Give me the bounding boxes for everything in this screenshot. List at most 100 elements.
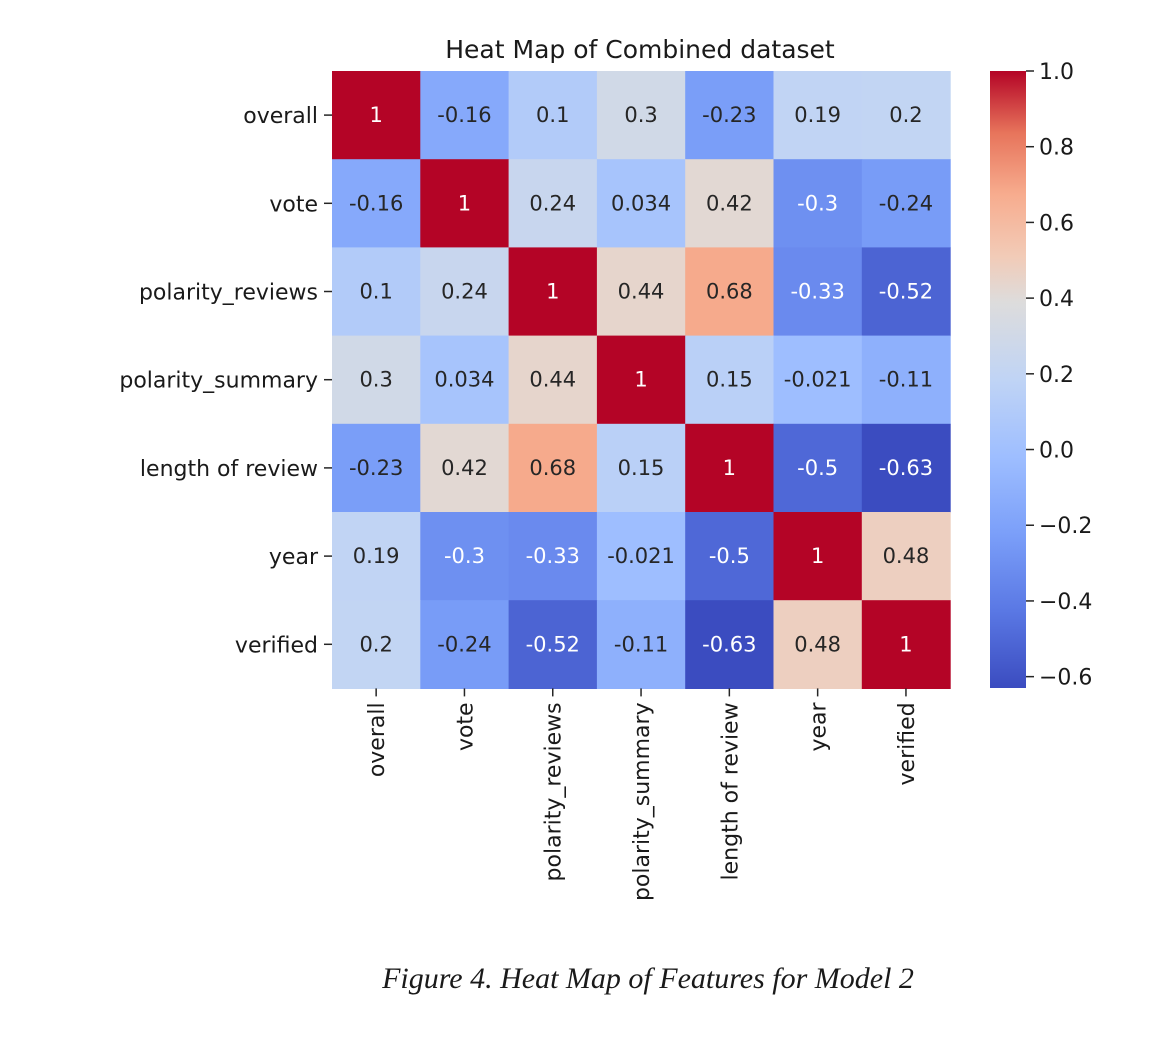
row-label: year (269, 545, 319, 570)
heatmap-cell (596, 71, 686, 160)
heatmap-cell (596, 423, 686, 513)
column-label: verified (895, 702, 920, 785)
cell-value-label: -0.16 (349, 191, 403, 215)
cell-value-label: -0.33 (526, 544, 580, 568)
cell-value-label: 0.24 (441, 280, 488, 304)
colorbar-tick-label: 0.8 (1039, 136, 1074, 161)
cell-value-label: 0.68 (706, 280, 753, 304)
heatmap-cell (773, 600, 863, 689)
cell-value-label: 0.1 (536, 103, 569, 127)
cell-value-label: -0.021 (607, 544, 675, 568)
cell-value-label: -0.23 (702, 103, 756, 127)
heatmap-cell (773, 512, 863, 601)
row-label: vote (269, 192, 318, 217)
colorbar-tick-label: 0.6 (1039, 211, 1074, 236)
heatmap-cell (332, 423, 421, 513)
heatmap-cell (773, 423, 863, 513)
cell-value-label: 0.2 (359, 632, 392, 656)
cell-value-label: -0.52 (526, 632, 580, 656)
heatmap-cell (332, 600, 421, 689)
heatmap-cell (861, 247, 951, 337)
column-labels: overall vote polarity_reviews polarity_summ… (365, 688, 920, 901)
heatmap-cell (685, 600, 775, 689)
cell-value-label: 1 (811, 544, 824, 568)
colorbar-tick-label: 0.0 (1039, 439, 1074, 464)
colorbar-gradient (990, 71, 1026, 688)
cell-value-label: 0.15 (706, 368, 753, 392)
cell-value-label: -0.5 (797, 456, 838, 480)
cell-value-label: -0.021 (784, 368, 852, 392)
colorbar-tick-label: 1.0 (1039, 60, 1074, 85)
heatmap-cell (420, 423, 510, 513)
cell-value-label: 0.2 (889, 103, 922, 127)
heatmap-cells: 1 -0.16 0.1 0.3 -0.23 0.19 0.2 -0.16 1 0.24 0.034 0… (332, 71, 951, 689)
figure-caption: Figure 4. Heat Map of Features for Model… (382, 962, 914, 995)
cell-value-label: -0.63 (879, 456, 933, 480)
heatmap-cell (420, 71, 510, 160)
cell-value-label: -0.24 (879, 191, 933, 215)
cell-value-label: 1 (458, 191, 471, 215)
colorbar-tick-label: −0.6 (1039, 666, 1092, 691)
heatmap-cell (596, 600, 686, 689)
heatmap-cell (420, 159, 510, 248)
cell-value-label: 0.68 (529, 456, 576, 480)
row-label: polarity_reviews (139, 281, 318, 306)
heatmap-cell (596, 247, 686, 337)
heatmap-cell (685, 512, 775, 601)
heatmap-cell (685, 423, 775, 513)
heatmap-cell (332, 159, 421, 248)
cell-value-label: 0.1 (359, 280, 392, 304)
chart-title: Heat Map of Combined dataset (445, 35, 835, 64)
column-label: year (807, 701, 832, 751)
heatmap-cell (685, 335, 775, 425)
cell-value-label: 1 (634, 368, 647, 392)
heatmap-cell (773, 71, 863, 160)
heatmap-cell (773, 335, 863, 425)
cell-value-label: -0.3 (444, 544, 485, 568)
heatmap-cell (685, 247, 775, 337)
heatmap-cell (861, 335, 951, 425)
heatmap-cell (508, 600, 598, 689)
cell-value-label: 0.44 (618, 280, 665, 304)
colorbar-ticks: 1.0 0.8 0.6 0.4 0.2 0.0 −0.2 −0.4 −0.6 (1026, 60, 1092, 691)
cell-value-label: 0.19 (794, 103, 841, 127)
cell-value-label: 0.3 (624, 103, 657, 127)
cell-value-label: -0.33 (790, 280, 844, 304)
cell-value-label: 0.42 (441, 456, 488, 480)
colorbar-tick-label: 0.2 (1039, 363, 1074, 388)
column-label: vote (453, 702, 478, 751)
heatmap-cell (420, 600, 510, 689)
colorbar-tick-label: 0.4 (1039, 287, 1074, 312)
colorbar (990, 71, 1026, 688)
heatmap-cell (596, 335, 686, 425)
cell-value-label: -0.16 (437, 103, 491, 127)
heatmap-cell (332, 71, 421, 160)
row-label: overall (243, 104, 318, 129)
heatmap-cell (861, 600, 951, 689)
cell-value-label: -0.3 (797, 191, 838, 215)
heatmap-cell (508, 71, 598, 160)
cell-value-label: -0.24 (437, 632, 491, 656)
cell-value-label: 0.48 (794, 632, 841, 656)
heatmap-cell (508, 335, 598, 425)
colorbar-tick-label: −0.4 (1039, 590, 1092, 615)
row-label: polarity_summary (119, 369, 318, 394)
heatmap-cell (420, 247, 510, 337)
heatmap-cell (685, 71, 775, 160)
heatmap-cell (508, 423, 598, 513)
cell-value-label: 1 (899, 632, 912, 656)
heatmap-cell (685, 159, 775, 248)
heatmap-cell (861, 71, 951, 160)
heatmap-cell (332, 335, 421, 425)
heatmap-cell (861, 159, 951, 248)
cell-value-label: -0.11 (879, 368, 933, 392)
cell-value-label: 0.19 (353, 544, 400, 568)
row-labels: overall vote polarity_reviews polarity_summ… (119, 104, 332, 658)
heatmap-cell (332, 247, 421, 337)
cell-value-label: -0.5 (709, 544, 750, 568)
cell-value-label: -0.52 (879, 280, 933, 304)
heatmap-cell (332, 512, 421, 601)
heatmap-cell (420, 512, 510, 601)
cell-value-label: 0.034 (611, 191, 671, 215)
